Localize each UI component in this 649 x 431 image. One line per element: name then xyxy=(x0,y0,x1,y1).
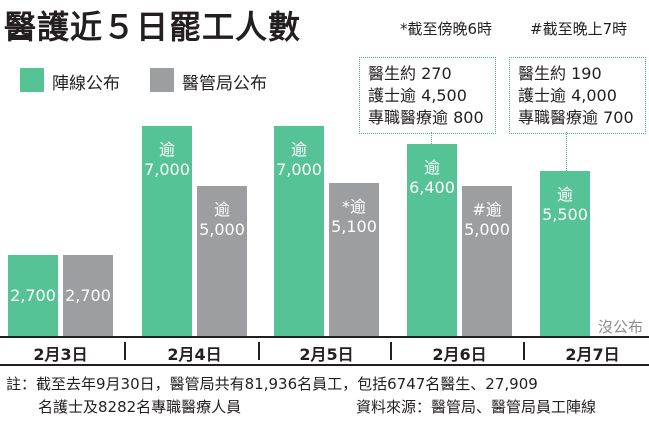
hash-time-note: #截至晚上7時 xyxy=(530,20,628,38)
bar-value-label: #逾 5,000 xyxy=(462,200,512,240)
bar-union-5: 逾 5,500 xyxy=(540,171,590,336)
bar-value-number: 5,000 xyxy=(199,220,245,239)
x-tick-label: 2月5日 xyxy=(299,345,354,364)
bar-value-number: 6,400 xyxy=(409,178,455,197)
bar-value-label: 逾 7,000 xyxy=(142,140,192,180)
bar-union-4: 逾 6,400 xyxy=(407,144,457,336)
star-time-note: *截至傍晚6時 xyxy=(400,20,493,38)
bar-value-prefix: #逾 xyxy=(472,200,502,219)
x-axis-separator xyxy=(523,342,525,360)
bar-union-1: 2,700 xyxy=(8,255,58,336)
bar-value-number: 5,000 xyxy=(464,220,510,239)
x-tick-label: 2月3日 xyxy=(33,345,88,364)
bar-value-label: 逾 7,000 xyxy=(274,140,324,180)
callout-feb6-connector xyxy=(431,132,432,146)
x-tick-label: 2月7日 xyxy=(565,345,620,364)
bar-value-label: 逾 5,500 xyxy=(540,185,590,225)
footnote-line-2: 名護士及8282名專職醫療人員 xyxy=(38,398,242,416)
bar-value-number: 5,100 xyxy=(331,217,377,236)
bar-value-number: 5,500 xyxy=(542,205,588,224)
source-note: 資料來源：醫管局、醫管局員工陣線 xyxy=(356,398,597,416)
legend-swatch-union xyxy=(20,68,44,92)
bar-value-label: 逾 6,400 xyxy=(407,158,457,198)
legend-label-union: 陣線公布 xyxy=(52,74,120,94)
bar-value-label: *逾 5,100 xyxy=(329,197,379,237)
bar-value-prefix: *逾 xyxy=(341,197,366,216)
bar-value-label: 2,700 xyxy=(8,286,58,306)
callout-feb7-line: 護士逾 4,000 xyxy=(518,86,617,105)
no-data-label: 沒公布 xyxy=(598,318,644,336)
bar-value-prefix: 逾 xyxy=(423,158,440,177)
callout-feb7-breakdown: 醫生約 190 護士逾 4,000 專職醫療逾 700 xyxy=(509,57,646,134)
x-tick-label: 2月6日 xyxy=(432,345,487,364)
x-tick-label: 2月4日 xyxy=(167,345,222,364)
bar-ha-1: 2,700 xyxy=(63,255,113,336)
footnote-line-1: 註：截至去年9月30日，醫管局共有81,936名員工，包括6747名醫生、27,… xyxy=(6,375,538,393)
bar-value-label: 2,700 xyxy=(63,286,113,306)
footer-divider xyxy=(0,364,649,366)
bar-value-number: 2,700 xyxy=(10,285,56,305)
bar-value-label: 逾 5,000 xyxy=(197,200,247,240)
x-axis-separator xyxy=(124,342,126,360)
callout-feb7-line: 專職醫療逾 700 xyxy=(518,108,634,127)
bar-union-2: 逾 7,000 xyxy=(142,126,192,336)
bar-union-3: 逾 7,000 xyxy=(274,126,324,336)
callout-feb7-line: 醫生約 190 xyxy=(518,64,602,83)
bar-value-number: 2,700 xyxy=(65,285,111,305)
bar-value-prefix: 逾 xyxy=(213,200,230,219)
legend-swatch-ha xyxy=(150,68,174,92)
x-axis-line xyxy=(0,336,649,338)
callout-feb7-connector xyxy=(566,132,567,173)
chart-title: 醫護近５日罷工人數 xyxy=(4,8,302,46)
bar-ha-2: 逾 5,000 xyxy=(197,186,247,336)
bar-value-prefix: 逾 xyxy=(158,140,175,159)
x-axis-separator xyxy=(258,342,260,360)
bar-ha-4: #逾 5,000 xyxy=(462,186,512,336)
bar-value-number: 7,000 xyxy=(144,160,190,179)
bar-value-prefix: 逾 xyxy=(556,185,573,204)
x-axis-separator xyxy=(390,342,392,360)
bar-value-prefix: 逾 xyxy=(290,140,307,159)
callout-feb6-line: 護士逾 4,500 xyxy=(368,86,467,105)
callout-feb6-line: 專職醫療逾 800 xyxy=(368,108,484,127)
legend-label-ha: 醫管局公布 xyxy=(182,74,267,94)
callout-feb6-line: 醫生約 270 xyxy=(368,64,452,83)
callout-feb6-breakdown: 醫生約 270 護士逾 4,500 專職醫療逾 800 xyxy=(359,57,496,134)
bar-value-number: 7,000 xyxy=(276,160,322,179)
bar-ha-3: *逾 5,100 xyxy=(329,183,379,336)
